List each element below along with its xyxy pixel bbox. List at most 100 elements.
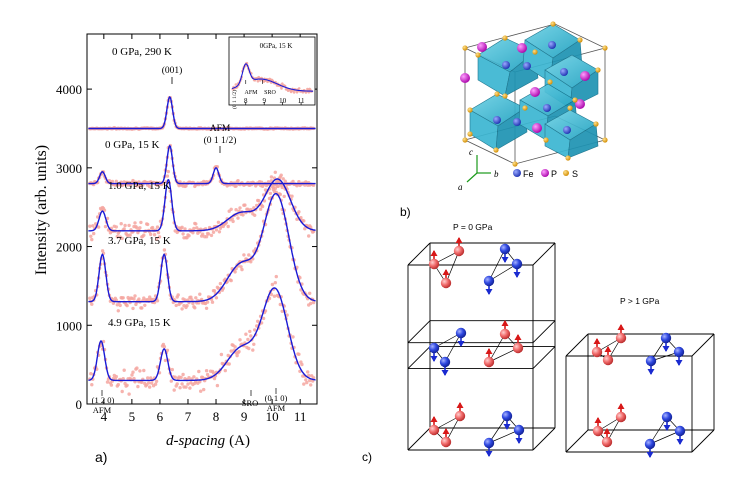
fit-line-0 [88, 95, 316, 130]
data-point [243, 203, 247, 207]
data-point [249, 260, 253, 264]
data-point [110, 179, 115, 184]
panel-a-label: a) [95, 449, 107, 465]
spin-arrow-head [430, 416, 438, 422]
data-point [103, 224, 108, 229]
data-point [214, 296, 219, 300]
data-point [163, 358, 168, 363]
inset-sro-label: SRO [264, 90, 276, 96]
data-point [233, 270, 237, 274]
spin-up-atom [601, 436, 613, 448]
data-point [172, 388, 176, 392]
data-point [205, 300, 210, 304]
data-point [180, 307, 184, 311]
data-point [133, 221, 137, 225]
bottom-afm-right: AFM [267, 403, 286, 413]
data-point [109, 383, 114, 387]
data-point [269, 175, 274, 179]
data-point [89, 372, 93, 376]
atom-legend: Fe P S [513, 169, 578, 179]
data-point [234, 208, 238, 212]
inset-x-tick-label-1: 9 [262, 97, 266, 105]
data-point [192, 226, 196, 231]
axis-ticks: 4 5 6 7 8 9 10 11 0 1000 2000 3000 4000 [56, 34, 317, 424]
afm-label: AFM [210, 124, 231, 134]
data-point [181, 372, 185, 377]
data-point [181, 232, 185, 236]
cell-edge [532, 427, 556, 451]
spin-arrow-head [455, 237, 463, 243]
data-point [135, 366, 139, 370]
inset-title: 0GPa, 15 K [260, 42, 293, 50]
data-point [246, 337, 250, 342]
data-point [198, 380, 202, 384]
data-point [280, 309, 284, 313]
data-point [186, 382, 190, 386]
y-tick-label-0: 0 [76, 397, 83, 412]
data-point [276, 184, 280, 188]
data-point [199, 389, 203, 393]
data-point [306, 370, 310, 374]
spin-down-atom [674, 425, 686, 437]
fit-line-3 [88, 193, 316, 303]
data-point [229, 349, 233, 353]
data-point [244, 332, 248, 336]
data-point [140, 306, 144, 310]
data-point [204, 306, 209, 310]
spin-arrow-head [430, 250, 438, 256]
spin-arrow-head [456, 402, 464, 408]
data-point [257, 199, 261, 203]
spin-arrow-head [501, 320, 509, 326]
spin-arrow-head [503, 424, 511, 430]
spin-arrow-head [501, 257, 509, 263]
panel-b-crystal: c b a Fe P S b) [400, 21, 608, 219]
data-point [197, 369, 201, 374]
data-point [150, 225, 155, 230]
data-point [273, 186, 277, 191]
inset-x-tick-label-3: 11 [298, 97, 305, 105]
cell-edge [407, 427, 431, 451]
x-tick-label-0: 4 [101, 409, 108, 424]
cell-edge [532, 346, 556, 369]
data-point [308, 291, 312, 295]
data-point [170, 367, 174, 372]
data-point [237, 349, 241, 354]
fe-legend-icon [513, 169, 521, 177]
data-point [229, 278, 233, 283]
data-point [262, 199, 267, 203]
bond [649, 430, 681, 445]
data-point [155, 225, 160, 229]
data-point [180, 382, 184, 386]
cell-edge [532, 320, 556, 344]
data-point [116, 382, 121, 387]
data-point [162, 345, 167, 349]
data-point [148, 385, 152, 389]
y-tick-label-2: 2000 [56, 240, 82, 255]
data-point [269, 292, 274, 297]
inset-point [256, 79, 260, 83]
axis-b-label: b [494, 169, 499, 179]
data-point [127, 223, 131, 228]
data-point [88, 224, 92, 228]
x-axis-label-unit: (A) [229, 433, 250, 449]
data-point [268, 191, 273, 196]
data-point [223, 368, 227, 373]
data-point [280, 185, 284, 190]
data-point [278, 302, 282, 307]
data-point [138, 369, 142, 373]
axis-triad: c b a [458, 147, 499, 192]
data-point [291, 335, 295, 339]
data-point [148, 184, 152, 189]
panel-c-label: c) [362, 450, 372, 464]
data-point [251, 348, 255, 352]
spin-up-atom [592, 425, 604, 437]
bond [488, 415, 508, 444]
spin-up-atom [615, 332, 627, 344]
data-point [267, 296, 272, 301]
data-point [114, 225, 119, 229]
data-point [201, 232, 205, 236]
data-point [152, 233, 157, 237]
data-point [297, 352, 301, 356]
spin-up-atom [440, 277, 452, 289]
